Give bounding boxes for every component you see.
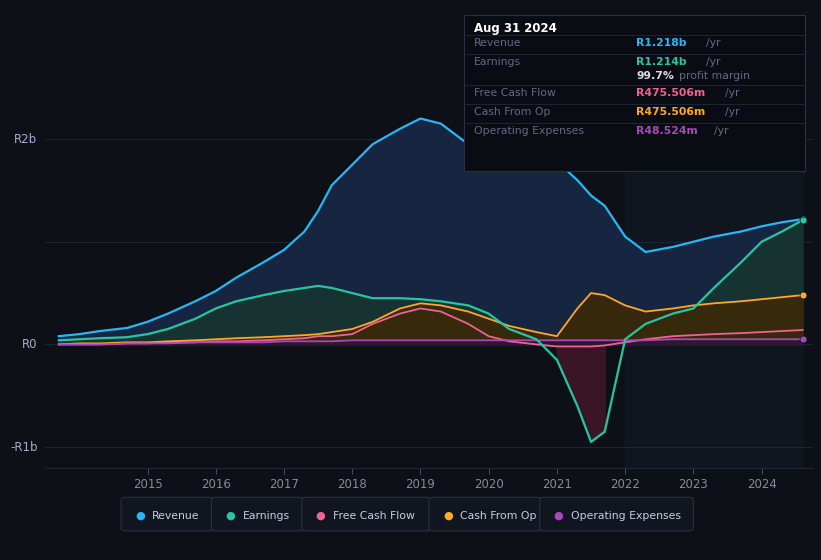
Text: ●: ● <box>316 511 325 521</box>
Text: Free Cash Flow: Free Cash Flow <box>333 511 415 521</box>
Text: profit margin: profit margin <box>679 71 750 81</box>
Text: R48.524m: R48.524m <box>636 126 698 136</box>
Text: R1.218b: R1.218b <box>636 38 687 48</box>
Text: R475.506m: R475.506m <box>636 88 705 98</box>
Text: Earnings: Earnings <box>474 57 521 67</box>
Text: 99.7%: 99.7% <box>636 71 674 81</box>
Text: Revenue: Revenue <box>152 511 200 521</box>
Text: /yr: /yr <box>725 107 740 117</box>
Text: Cash From Op: Cash From Op <box>474 107 550 117</box>
Text: R2b: R2b <box>14 133 38 146</box>
Text: R1.214b: R1.214b <box>636 57 687 67</box>
Text: /yr: /yr <box>706 38 721 48</box>
Text: ●: ● <box>443 511 452 521</box>
Text: /yr: /yr <box>714 126 729 136</box>
Text: R0: R0 <box>22 338 38 351</box>
Text: /yr: /yr <box>725 88 740 98</box>
Text: ●: ● <box>135 511 144 521</box>
Text: R475.506m: R475.506m <box>636 107 705 117</box>
Text: Free Cash Flow: Free Cash Flow <box>474 88 556 98</box>
Text: Operating Expenses: Operating Expenses <box>474 126 584 136</box>
Text: Aug 31 2024: Aug 31 2024 <box>474 22 557 35</box>
Text: Operating Expenses: Operating Expenses <box>571 511 681 521</box>
Text: Cash From Op: Cash From Op <box>460 511 537 521</box>
Text: Earnings: Earnings <box>243 511 290 521</box>
Text: /yr: /yr <box>706 57 721 67</box>
Text: -R1b: -R1b <box>10 441 38 454</box>
Text: Revenue: Revenue <box>474 38 521 48</box>
Text: ●: ● <box>554 511 563 521</box>
Text: ●: ● <box>226 511 235 521</box>
